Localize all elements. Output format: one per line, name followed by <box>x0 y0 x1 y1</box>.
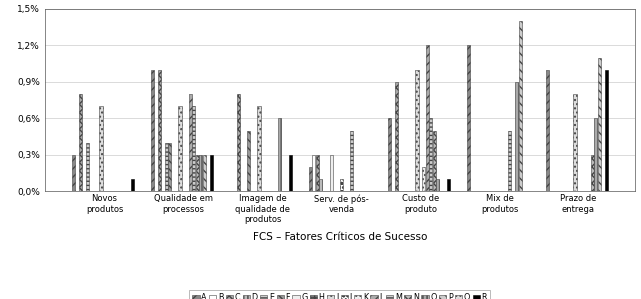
Bar <box>79 94 81 191</box>
Bar <box>433 131 436 191</box>
Bar <box>515 82 519 191</box>
Bar <box>178 106 181 191</box>
Bar <box>85 143 88 191</box>
Bar <box>395 82 397 191</box>
Bar <box>319 179 322 191</box>
Bar <box>309 167 312 191</box>
Bar <box>594 118 597 191</box>
Bar <box>210 155 213 191</box>
Bar <box>508 131 512 191</box>
Bar <box>388 118 391 191</box>
X-axis label: FCS – Fatores Críticos de Sucesso: FCS – Fatores Críticos de Sucesso <box>253 232 427 242</box>
Bar <box>247 131 250 191</box>
Bar <box>312 155 315 191</box>
Bar <box>199 155 203 191</box>
Bar <box>415 70 419 191</box>
Bar <box>151 70 154 191</box>
Bar <box>329 155 333 191</box>
Bar <box>545 70 549 191</box>
Bar <box>447 179 450 191</box>
Bar <box>429 118 433 191</box>
Bar <box>574 94 576 191</box>
Bar <box>288 155 292 191</box>
Bar <box>467 45 470 191</box>
Bar <box>168 143 171 191</box>
Bar <box>598 58 601 191</box>
Bar <box>131 179 134 191</box>
Bar <box>426 45 429 191</box>
Bar <box>351 131 353 191</box>
Bar <box>340 179 343 191</box>
Bar <box>437 179 439 191</box>
Bar <box>591 155 594 191</box>
Bar <box>196 155 199 191</box>
Bar <box>158 70 161 191</box>
Bar <box>192 106 196 191</box>
Bar <box>278 118 281 191</box>
Bar <box>258 106 260 191</box>
Bar <box>315 155 319 191</box>
Bar <box>519 21 522 191</box>
Bar <box>203 155 206 191</box>
Bar <box>422 167 426 191</box>
Bar <box>189 94 192 191</box>
Bar <box>72 155 75 191</box>
Bar <box>165 143 168 191</box>
Bar <box>99 106 103 191</box>
Legend: A, B, C, D, E, F, G, H, I, J, K, L, M, N, O, P, Q, R: A, B, C, D, E, F, G, H, I, J, K, L, M, N… <box>189 290 490 299</box>
Bar <box>237 94 240 191</box>
Bar <box>604 70 608 191</box>
